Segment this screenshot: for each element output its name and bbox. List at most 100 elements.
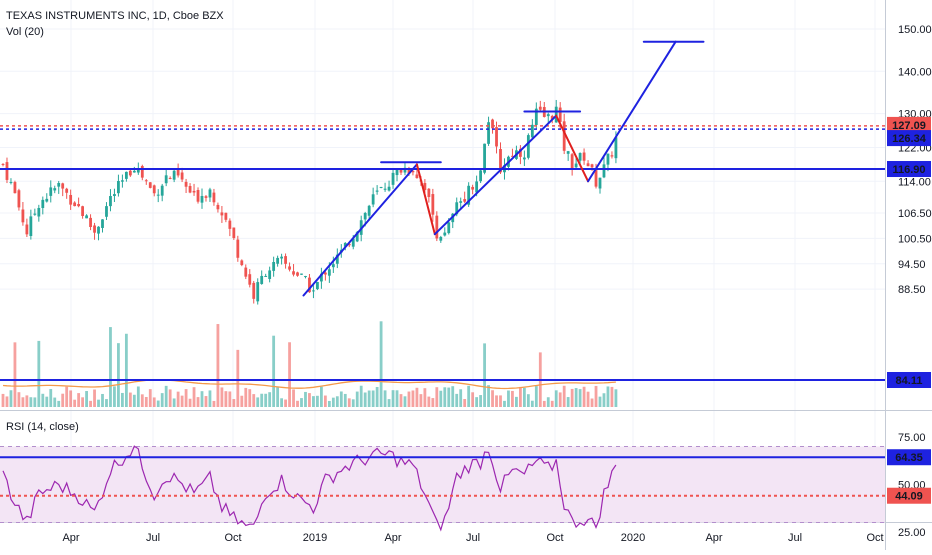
volume-bar: [304, 391, 307, 407]
volume-bar: [491, 390, 494, 407]
volume-bar: [77, 393, 81, 407]
volume-bar: [164, 385, 168, 407]
volume-bar: [554, 390, 558, 407]
volume-bar: [240, 395, 244, 407]
volume-bar: [45, 396, 49, 407]
drawn-line-trend-3[interactable]: [433, 114, 558, 236]
drawn-line-swing_down-2[interactable]: [415, 163, 436, 236]
volume-bar: [148, 389, 152, 407]
drawn-line-trend-6[interactable]: [587, 40, 677, 183]
rsi-line: [2, 445, 617, 532]
candle-body: [248, 274, 252, 285]
volume-bar: [296, 400, 299, 407]
volume-bar: [602, 393, 606, 407]
volume-bar: [37, 340, 41, 407]
volume-bar: [184, 389, 188, 407]
drawn-line-swing_down-5[interactable]: [555, 114, 590, 183]
volume-bar: [65, 386, 69, 407]
candle-body: [25, 224, 29, 235]
candle-body: [260, 275, 264, 284]
candle-body: [463, 199, 467, 202]
rsi-label: RSI (14, close): [6, 421, 79, 433]
volume-bar: [503, 400, 506, 407]
candle-body: [168, 177, 172, 179]
volume-bar: [363, 392, 367, 407]
candle-body: [522, 157, 526, 160]
candle-body: [614, 137, 618, 159]
volume-bar: [292, 389, 295, 407]
rsi-tick-label: 75.00: [898, 432, 926, 444]
overlay-layer[interactable]: [0, 40, 885, 497]
volume-bar: [335, 396, 339, 407]
candle-body: [300, 273, 303, 275]
volume-bar: [522, 387, 526, 407]
volume-bar: [312, 396, 315, 407]
candle-body: [85, 215, 88, 219]
candle-body: [228, 220, 232, 229]
candle-body: [144, 180, 148, 182]
candle-body: [554, 106, 558, 123]
rsi-marker-badge-0-bg: [887, 449, 931, 466]
candle-body: [184, 181, 188, 187]
candle-body: [236, 239, 240, 258]
candle-body: [511, 155, 514, 157]
volume-bar: [89, 400, 92, 407]
candle-body: [403, 167, 407, 173]
volume-bar: [562, 385, 566, 407]
rsi-tick-label: 25.00: [898, 527, 926, 539]
volume-bar: [447, 387, 451, 407]
candle-body: [582, 152, 586, 161]
candle-body: [387, 186, 391, 191]
price-marker-badge-1: 126.34: [892, 133, 927, 145]
candle-body: [176, 168, 180, 176]
candle-body: [312, 290, 315, 292]
candle-body: [578, 153, 582, 161]
volume-bar: [200, 391, 204, 407]
volume-bar: [427, 396, 431, 407]
volume-bar: [160, 393, 164, 407]
candle-body: [240, 260, 244, 266]
volume-bar: [180, 395, 184, 407]
volume-bar: [224, 391, 228, 407]
candle-body: [351, 238, 355, 247]
volume-bar: [256, 397, 260, 407]
volume-bar: [216, 324, 220, 407]
candle-body: [296, 272, 299, 276]
volume-bar: [109, 327, 112, 407]
volume-bar: [578, 389, 582, 407]
volume-bar: [439, 390, 443, 407]
volume-layer: [1, 321, 618, 407]
candle-body: [602, 164, 606, 178]
drawn-line-trend-0[interactable]: [302, 163, 418, 297]
volume-bar: [85, 391, 88, 407]
volume-bar: [463, 399, 467, 407]
candle-body: [172, 170, 176, 180]
candle-body: [81, 206, 84, 216]
time-tick-label: Jul: [466, 532, 480, 544]
volume-bar: [327, 400, 331, 407]
candle-body: [610, 155, 614, 157]
candle-body: [101, 219, 104, 228]
candle-body: [530, 124, 534, 138]
volume-bar: [5, 396, 9, 407]
candle-body: [65, 188, 69, 193]
volume-bar: [252, 394, 256, 407]
candle-body: [475, 181, 479, 193]
volume-bar: [21, 397, 25, 407]
volume-bar: [9, 390, 13, 407]
volume-bar: [152, 397, 156, 407]
volume-bar: [590, 398, 594, 407]
time-tick-label: Jul: [788, 532, 802, 544]
candle-body: [594, 170, 598, 187]
volume-bar: [507, 390, 510, 407]
volume-bar: [431, 398, 435, 407]
volume-bar: [455, 393, 459, 407]
volume-bar: [204, 396, 208, 407]
candle-body: [471, 186, 475, 190]
volume-bar: [606, 386, 610, 407]
price-marker-badge-0: 127.09: [892, 120, 926, 132]
candle-body: [526, 135, 530, 158]
volume-bar: [168, 389, 172, 407]
volume-bar: [236, 349, 240, 407]
